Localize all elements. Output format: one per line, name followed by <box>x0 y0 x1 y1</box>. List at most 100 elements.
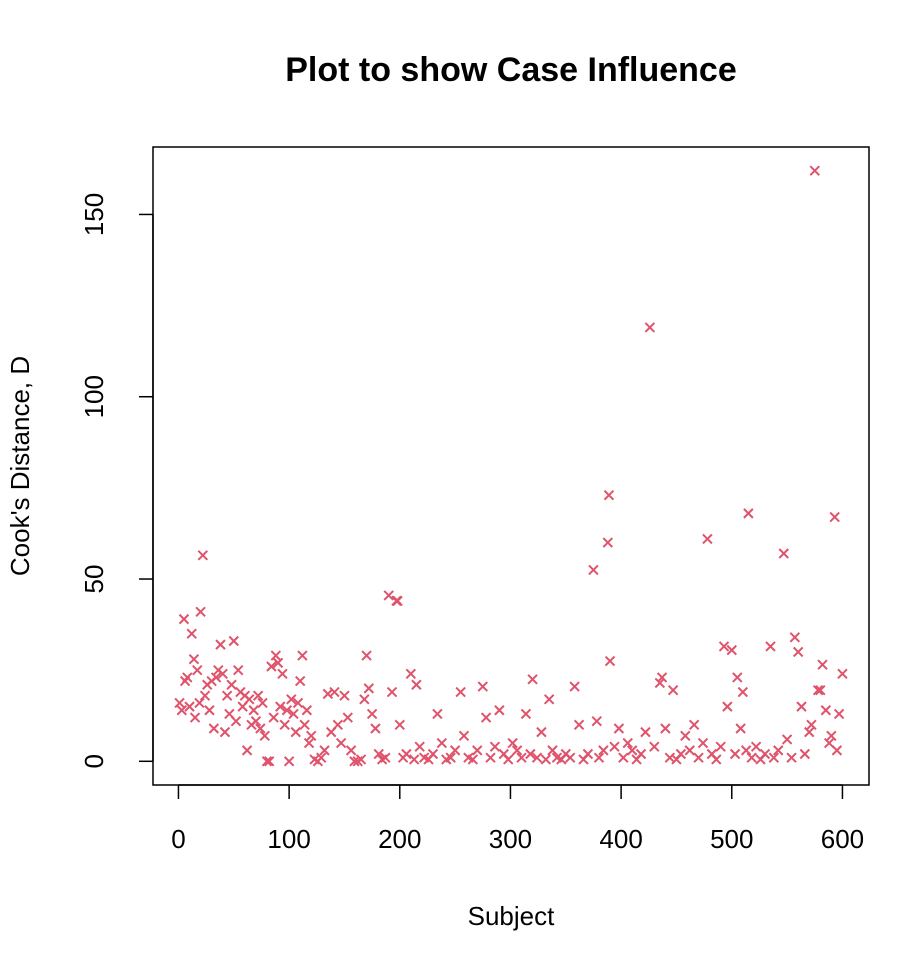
point <box>817 659 828 670</box>
point <box>826 730 837 741</box>
point <box>322 688 334 700</box>
point <box>228 635 239 647</box>
point <box>221 690 233 701</box>
point <box>768 752 780 763</box>
point <box>467 754 479 765</box>
point <box>275 701 286 712</box>
point <box>809 165 820 176</box>
point <box>226 679 237 690</box>
point <box>241 745 253 756</box>
point <box>480 712 492 723</box>
y-tick-label: 150 <box>79 193 109 236</box>
point <box>477 681 488 692</box>
point <box>332 719 344 731</box>
point <box>329 686 340 698</box>
x-tick-label: 300 <box>489 824 532 854</box>
point <box>680 730 691 741</box>
point <box>261 756 273 767</box>
point <box>613 723 625 734</box>
point <box>272 657 284 669</box>
point <box>489 741 501 752</box>
point <box>414 741 425 752</box>
point <box>197 550 209 561</box>
point <box>252 690 264 701</box>
point <box>411 679 422 690</box>
point <box>270 650 282 661</box>
y-tick-label: 50 <box>79 565 109 594</box>
point <box>219 726 231 738</box>
point <box>635 748 647 760</box>
point <box>277 668 288 680</box>
point <box>380 752 391 763</box>
point <box>654 677 666 689</box>
point <box>373 748 384 760</box>
point <box>405 668 417 680</box>
point <box>525 748 536 760</box>
point <box>363 683 375 694</box>
point <box>759 748 771 760</box>
point <box>294 675 306 687</box>
point <box>622 737 633 749</box>
point <box>564 752 576 763</box>
point <box>604 655 616 667</box>
point <box>781 734 793 745</box>
point <box>792 646 804 658</box>
point <box>345 745 357 756</box>
x-tick-label: 100 <box>267 824 310 854</box>
point <box>455 686 466 698</box>
point <box>248 705 259 716</box>
point <box>184 701 195 712</box>
point <box>383 590 394 601</box>
point <box>176 705 187 716</box>
point <box>449 745 461 756</box>
point <box>174 697 185 709</box>
point <box>283 756 295 767</box>
point <box>598 745 609 756</box>
point <box>503 754 514 765</box>
point <box>718 641 730 652</box>
point <box>722 701 733 712</box>
point <box>217 668 228 680</box>
point <box>602 537 614 548</box>
point <box>799 748 811 760</box>
point <box>286 694 297 705</box>
point <box>684 745 695 756</box>
point <box>667 685 679 696</box>
point <box>527 674 538 685</box>
point <box>215 639 226 650</box>
y-tick-label: 0 <box>79 754 109 768</box>
point <box>543 694 555 705</box>
point <box>194 697 205 709</box>
point <box>189 712 201 723</box>
point <box>342 712 353 723</box>
point <box>715 741 726 752</box>
point <box>401 748 412 760</box>
point <box>355 754 367 765</box>
point <box>664 752 676 763</box>
point <box>750 741 762 752</box>
point <box>511 745 523 756</box>
point <box>660 723 671 734</box>
point <box>199 690 211 701</box>
point <box>178 613 190 625</box>
point <box>726 644 737 656</box>
point <box>656 672 668 683</box>
point <box>588 564 599 576</box>
point <box>516 752 527 763</box>
point <box>540 754 552 765</box>
point <box>370 723 381 734</box>
point <box>188 654 200 665</box>
point <box>688 719 700 731</box>
point <box>266 661 277 672</box>
point <box>408 754 420 765</box>
point <box>778 548 789 559</box>
x-tick-label: 200 <box>378 824 421 854</box>
point <box>729 748 741 760</box>
point <box>281 705 293 716</box>
x-tick-label: 600 <box>821 824 864 854</box>
point <box>591 715 602 727</box>
point <box>494 705 505 716</box>
point <box>306 730 317 741</box>
point <box>837 668 848 680</box>
